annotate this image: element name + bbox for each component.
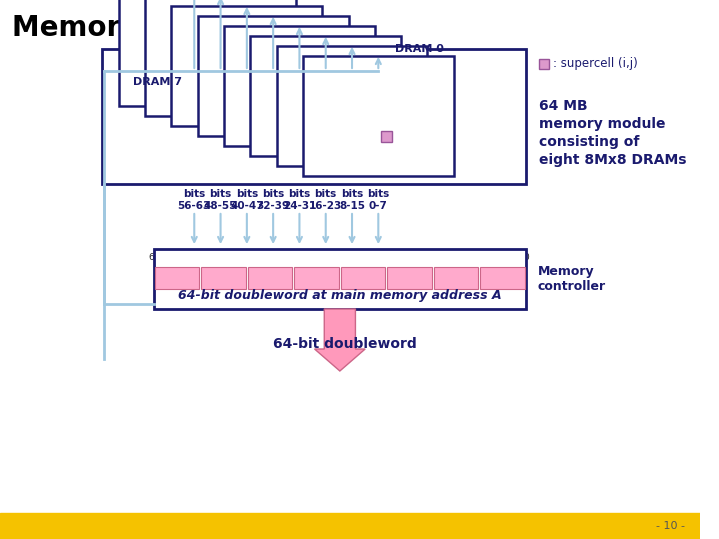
Bar — [480, 267, 525, 289]
Text: bits
40-47: bits 40-47 — [230, 189, 264, 211]
Bar — [388, 267, 432, 289]
Bar — [539, 59, 549, 69]
Bar — [294, 267, 339, 289]
Bar — [145, 0, 296, 116]
Bar — [224, 71, 234, 82]
Text: bits
0-7: bits 0-7 — [367, 189, 390, 211]
Bar — [277, 46, 428, 166]
Text: eight 8Mx8 DRAMs: eight 8Mx8 DRAMs — [539, 153, 686, 167]
Bar — [171, 6, 322, 126]
Text: 8  7: 8 7 — [471, 253, 488, 262]
FancyArrowPatch shape — [244, 214, 249, 242]
Bar — [201, 267, 246, 289]
Bar — [341, 267, 385, 289]
FancyArrowPatch shape — [192, 214, 197, 242]
Bar — [381, 132, 392, 142]
Bar — [303, 101, 313, 113]
Text: bits
56-63: bits 56-63 — [178, 189, 211, 211]
Bar — [119, 0, 270, 106]
Text: 64 MB: 64 MB — [539, 99, 587, 113]
FancyArrowPatch shape — [349, 214, 354, 242]
Text: Memory
controller: Memory controller — [538, 265, 605, 293]
Text: 0: 0 — [523, 253, 528, 262]
Text: 48 47: 48 47 — [234, 253, 260, 262]
Bar — [224, 26, 375, 146]
FancyArrowPatch shape — [218, 214, 223, 242]
Text: bits
48-55: bits 48-55 — [204, 189, 237, 211]
Text: 64-bit doubleword at main memory address A: 64-bit doubleword at main memory address… — [178, 288, 502, 301]
FancyArrowPatch shape — [297, 214, 302, 242]
FancyArrowPatch shape — [324, 39, 329, 68]
Bar — [102, 49, 526, 184]
Text: - 10 -: - 10 - — [656, 521, 684, 531]
Bar — [154, 249, 526, 309]
FancyArrowPatch shape — [376, 59, 381, 68]
Bar — [250, 81, 260, 92]
Text: addr (row = i,  col = j): addr (row = i, col = j) — [224, 57, 404, 70]
FancyArrowPatch shape — [218, 0, 223, 68]
Bar — [0, 513, 700, 539]
Bar — [303, 56, 454, 176]
Bar — [329, 112, 339, 122]
Text: memory module: memory module — [539, 117, 665, 131]
Text: 24 23: 24 23 — [374, 253, 399, 262]
FancyArrowPatch shape — [324, 214, 329, 242]
Text: 64-bit doubleword: 64-bit doubleword — [273, 337, 416, 351]
FancyArrowPatch shape — [349, 49, 354, 68]
Text: bits
24-31: bits 24-31 — [283, 189, 316, 211]
Bar — [250, 36, 401, 156]
Text: bits
8-15: bits 8-15 — [339, 189, 365, 211]
Text: 63: 63 — [148, 253, 160, 262]
Text: 32 31: 32 31 — [327, 253, 353, 262]
Bar — [198, 16, 349, 136]
Text: DRAM 0: DRAM 0 — [395, 44, 444, 54]
Text: 40 39: 40 39 — [280, 253, 306, 262]
Text: bits
32-39: bits 32-39 — [257, 189, 290, 211]
Text: 56 55: 56 55 — [188, 253, 214, 262]
Text: Memory Modules: Memory Modules — [12, 14, 279, 42]
FancyArrow shape — [314, 309, 365, 371]
Bar — [248, 267, 293, 289]
Text: bits
16-23: bits 16-23 — [309, 189, 342, 211]
Text: : supercell (i,j): : supercell (i,j) — [553, 58, 638, 71]
FancyArrowPatch shape — [297, 29, 302, 68]
Bar — [155, 267, 199, 289]
Text: consisting of: consisting of — [539, 135, 639, 149]
FancyArrowPatch shape — [376, 214, 381, 242]
Bar — [197, 61, 208, 72]
FancyArrowPatch shape — [192, 0, 197, 68]
Bar — [434, 267, 478, 289]
FancyArrowPatch shape — [270, 214, 275, 242]
FancyArrowPatch shape — [270, 19, 275, 68]
Text: DRAM 7: DRAM 7 — [134, 78, 183, 87]
Bar — [355, 121, 366, 133]
Bar — [276, 92, 287, 102]
FancyArrowPatch shape — [244, 9, 249, 68]
Text: 16 15: 16 15 — [420, 253, 446, 262]
